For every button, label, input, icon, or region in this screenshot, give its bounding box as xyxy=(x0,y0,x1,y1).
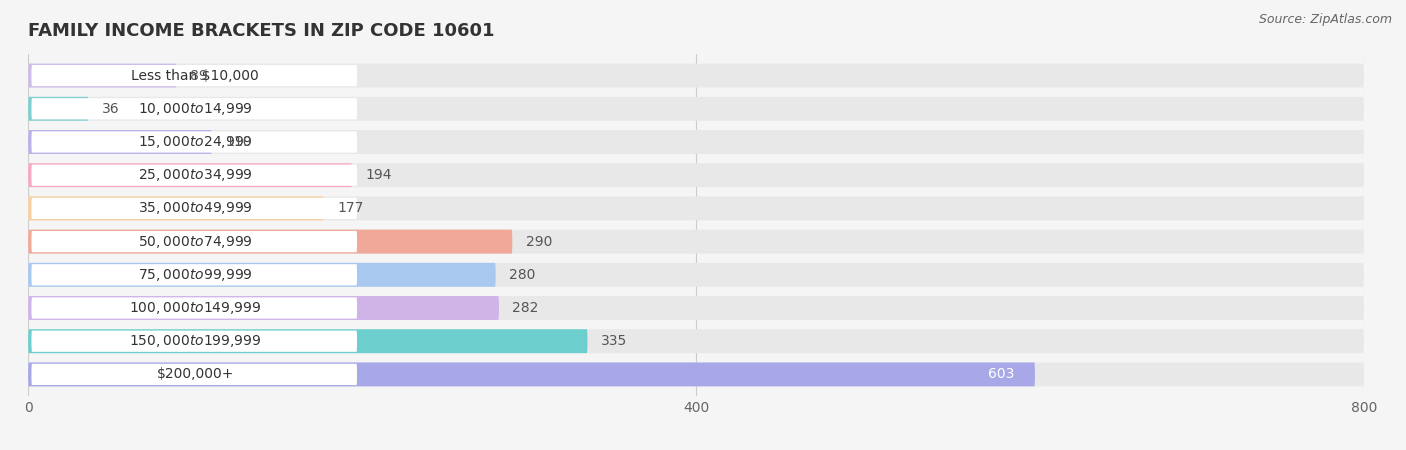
FancyBboxPatch shape xyxy=(28,230,512,253)
FancyBboxPatch shape xyxy=(31,264,357,285)
FancyBboxPatch shape xyxy=(31,297,357,319)
Text: Less than $10,000: Less than $10,000 xyxy=(131,68,259,83)
FancyBboxPatch shape xyxy=(28,230,1364,253)
FancyBboxPatch shape xyxy=(31,65,357,86)
FancyBboxPatch shape xyxy=(28,97,1364,121)
Text: $50,000 to $74,999: $50,000 to $74,999 xyxy=(138,234,253,250)
FancyBboxPatch shape xyxy=(31,165,357,186)
FancyBboxPatch shape xyxy=(28,197,1364,220)
FancyBboxPatch shape xyxy=(28,130,1364,154)
Text: $150,000 to $199,999: $150,000 to $199,999 xyxy=(129,333,262,349)
Text: 194: 194 xyxy=(366,168,392,182)
FancyBboxPatch shape xyxy=(31,131,357,153)
FancyBboxPatch shape xyxy=(28,362,1364,387)
Text: $15,000 to $24,999: $15,000 to $24,999 xyxy=(138,134,253,150)
Text: 89: 89 xyxy=(190,68,208,83)
FancyBboxPatch shape xyxy=(28,263,496,287)
Text: 110: 110 xyxy=(225,135,252,149)
FancyBboxPatch shape xyxy=(31,364,357,385)
FancyBboxPatch shape xyxy=(28,63,177,88)
FancyBboxPatch shape xyxy=(28,163,352,187)
FancyBboxPatch shape xyxy=(28,296,499,320)
FancyBboxPatch shape xyxy=(28,197,323,220)
Text: $10,000 to $14,999: $10,000 to $14,999 xyxy=(138,101,253,117)
Text: $200,000+: $200,000+ xyxy=(156,367,233,382)
Text: FAMILY INCOME BRACKETS IN ZIP CODE 10601: FAMILY INCOME BRACKETS IN ZIP CODE 10601 xyxy=(28,22,495,40)
Text: 36: 36 xyxy=(101,102,120,116)
FancyBboxPatch shape xyxy=(31,231,357,252)
FancyBboxPatch shape xyxy=(31,198,357,219)
FancyBboxPatch shape xyxy=(28,362,1035,387)
FancyBboxPatch shape xyxy=(28,63,1364,88)
FancyBboxPatch shape xyxy=(28,296,1364,320)
Text: $25,000 to $34,999: $25,000 to $34,999 xyxy=(138,167,253,183)
FancyBboxPatch shape xyxy=(31,98,357,119)
FancyBboxPatch shape xyxy=(28,130,212,154)
Text: $100,000 to $149,999: $100,000 to $149,999 xyxy=(129,300,262,316)
FancyBboxPatch shape xyxy=(28,163,1364,187)
Text: 290: 290 xyxy=(526,234,553,248)
Text: $35,000 to $49,999: $35,000 to $49,999 xyxy=(138,200,253,216)
FancyBboxPatch shape xyxy=(28,329,588,353)
Text: 603: 603 xyxy=(988,367,1015,382)
Text: $75,000 to $99,999: $75,000 to $99,999 xyxy=(138,267,253,283)
FancyBboxPatch shape xyxy=(28,263,1364,287)
Text: Source: ZipAtlas.com: Source: ZipAtlas.com xyxy=(1258,14,1392,27)
Text: 335: 335 xyxy=(600,334,627,348)
FancyBboxPatch shape xyxy=(28,329,1364,353)
Text: 177: 177 xyxy=(337,202,363,216)
Text: 282: 282 xyxy=(512,301,538,315)
Text: 280: 280 xyxy=(509,268,536,282)
FancyBboxPatch shape xyxy=(28,97,89,121)
FancyBboxPatch shape xyxy=(31,331,357,352)
